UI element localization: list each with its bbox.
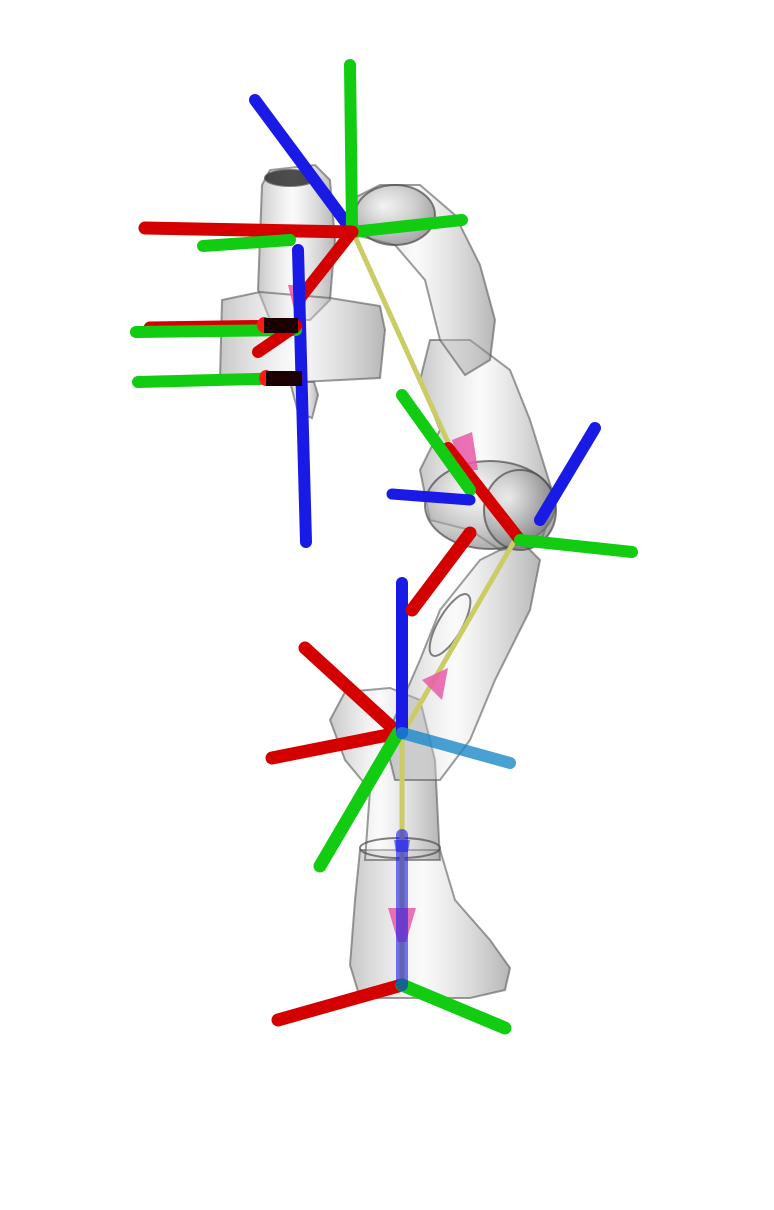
- frame-shoulder-z-axis: [534, 422, 601, 526]
- connector-shoulder-wrist: [349, 227, 468, 483]
- robot-links: [218, 163, 557, 999]
- finger-cylinder-lower: [266, 371, 302, 386]
- elbow-joint: [483, 469, 557, 551]
- frame-upper-z-axis: [249, 94, 356, 234]
- frame-upper-y3-axis: [197, 234, 296, 252]
- frame-link1-x3-axis: [405, 526, 477, 617]
- frame-base-y-axis: [395, 978, 512, 1035]
- frame-base: [271, 829, 512, 1035]
- frame-upper-x2-axis: [294, 226, 358, 304]
- frame-shoulder-y2-axis: [396, 389, 476, 496]
- frame-link1-x-axis: [265, 726, 405, 765]
- finger-cylinder-upper: [264, 318, 298, 333]
- frame-base-x-axis: [271, 978, 409, 1027]
- frame-shoulder-y-axis: [514, 534, 638, 558]
- frame-wrist-z-axis: [292, 244, 312, 548]
- frame-shoulder: [386, 389, 638, 558]
- frame-shoulder-x-axis: [442, 442, 526, 546]
- frame-link1: [265, 526, 516, 873]
- link-2: [383, 538, 542, 781]
- finger-caps: [257, 317, 302, 386]
- frame-link1-x2-axis: [298, 641, 405, 740]
- connector-link1-link2: [399, 537, 518, 738]
- frame-link1-y-axis: [313, 726, 405, 873]
- frame-upper-y-axis: [344, 59, 358, 234]
- frame-upper-y2-axis: [346, 214, 468, 238]
- marker-shoulder: [452, 432, 478, 470]
- base-link: [348, 849, 512, 999]
- frame-link1-z2-axis: [396, 727, 516, 769]
- frame-shoulder-z2-axis: [386, 488, 476, 506]
- frame-upper: [138, 59, 468, 304]
- marker-link2: [422, 668, 448, 700]
- frame-upper-x-axis: [138, 221, 359, 239]
